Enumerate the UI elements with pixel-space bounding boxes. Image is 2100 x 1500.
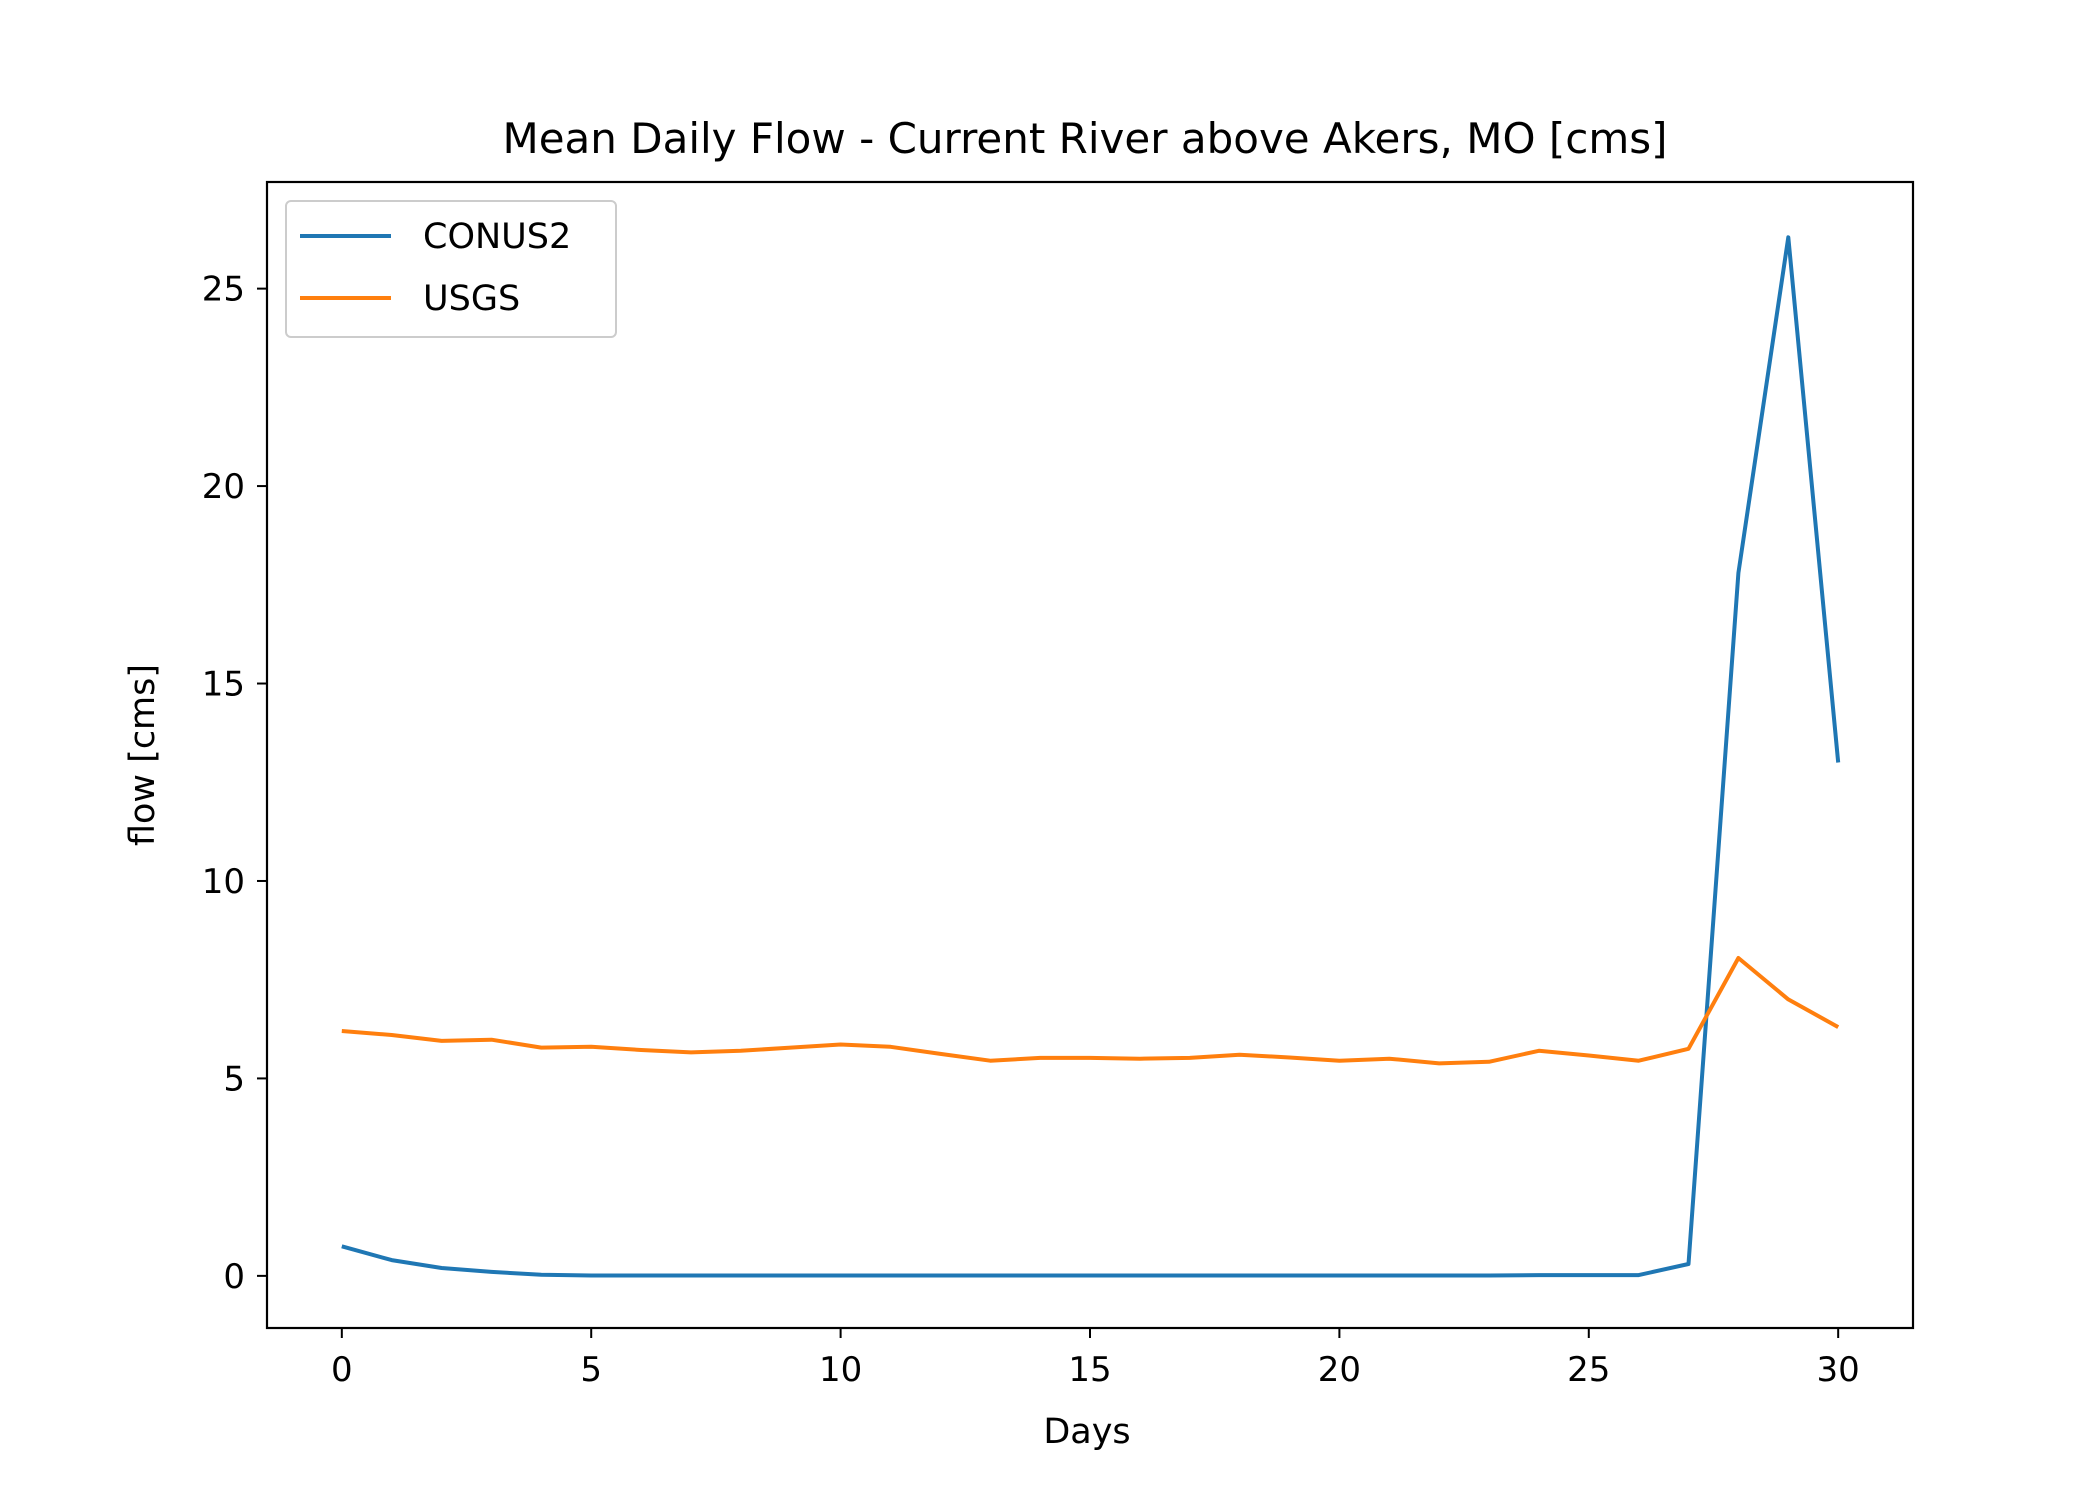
- x-tick-label: 25: [1567, 1350, 1610, 1390]
- y-tick-label: 20: [202, 467, 245, 507]
- plot-lines: [341, 235, 1841, 1278]
- x-tick-label: 10: [819, 1350, 862, 1390]
- series-line-usgs: [341, 956, 1840, 1066]
- x-tick-label: 30: [1817, 1350, 1860, 1390]
- legend: CONUS2 USGS: [285, 200, 617, 338]
- y-tick-label: 25: [202, 270, 245, 310]
- y-tick-label: 15: [202, 665, 245, 705]
- chart-title: Mean Daily Flow - Current River above Ak…: [502, 114, 1667, 163]
- y-axis: 0 5 10 15 20 25: [202, 270, 267, 1297]
- y-axis-label: flow [cms]: [123, 664, 163, 846]
- series-line-conus2: [341, 235, 1841, 1278]
- y-tick-label: 5: [223, 1059, 245, 1099]
- x-tick-label: 15: [1068, 1350, 1111, 1390]
- x-tick-label: 5: [580, 1350, 602, 1390]
- y-tick-label: 10: [202, 862, 245, 902]
- legend-label-usgs: USGS: [423, 279, 520, 319]
- x-tick-label: 0: [331, 1350, 353, 1390]
- x-axis-label: Days: [1043, 1412, 1130, 1452]
- y-tick-label: 0: [223, 1257, 245, 1297]
- x-axis: 0 5 10 15 20 25 30: [331, 1328, 1860, 1390]
- x-tick-label: 20: [1318, 1350, 1361, 1390]
- legend-label-conus2: CONUS2: [423, 217, 571, 257]
